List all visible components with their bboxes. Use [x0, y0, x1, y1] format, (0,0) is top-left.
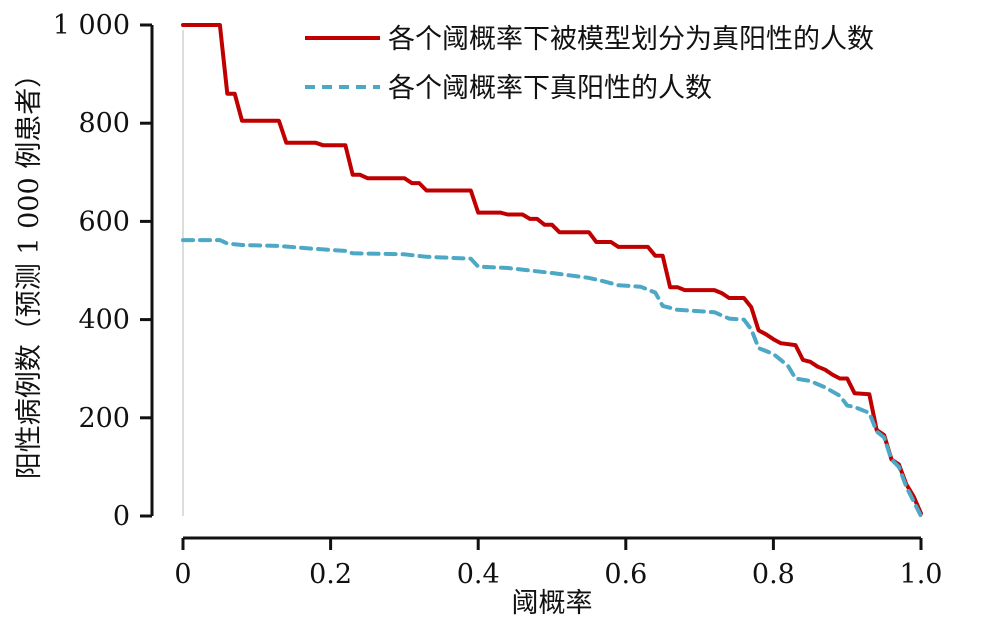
y-axis-title: 阳性病例数（预测 1 000 例患者）: [14, 61, 45, 479]
x-tick-label: 0.2: [309, 559, 352, 590]
y-tick-label: 200: [78, 403, 130, 434]
x-axis-ticks: 0 0.2 0.4 0.6 0.8 1.0: [174, 538, 942, 590]
x-tick-label: 0.8: [752, 559, 795, 590]
legend-label-true: 各个阈概率下真阳性的人数: [388, 73, 712, 104]
series-line-true-positive: [181, 238, 923, 518]
y-tick-label: 400: [78, 305, 130, 336]
y-tick-label: 600: [78, 206, 130, 237]
x-tick-label: 0: [174, 559, 191, 590]
series-group: [181, 23, 923, 518]
y-axis-ticks: 0 200 400 600 800 1 000: [53, 10, 152, 532]
y-tick-label: 800: [78, 108, 130, 139]
series-line-model-predicted: [181, 23, 923, 516]
x-tick-label: 0.6: [604, 559, 647, 590]
y-tick-label: 0: [113, 501, 130, 532]
y-tick-label: 1 000: [53, 10, 130, 41]
legend: 各个阈概率下被模型划分为真阳性的人数 各个阈概率下真阳性的人数: [305, 24, 874, 104]
legend-label-model: 各个阈概率下被模型划分为真阳性的人数: [388, 24, 874, 55]
x-axis-title: 阈概率: [512, 588, 593, 619]
x-tick-label: 1.0: [900, 559, 943, 590]
x-tick-label: 0.4: [457, 559, 500, 590]
